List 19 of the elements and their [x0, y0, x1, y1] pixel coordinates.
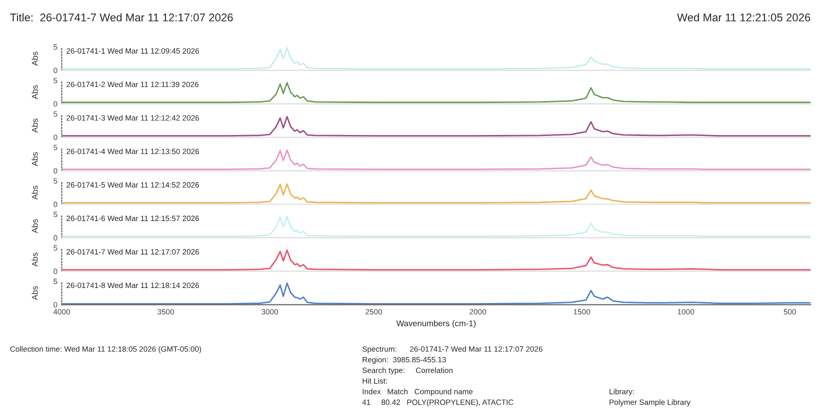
- line-series: [62, 183, 811, 204]
- y-axis-title: Abs: [32, 252, 38, 267]
- line-series: [62, 82, 811, 104]
- y-axis-title: Abs: [32, 152, 38, 166]
- y-axis-title: Abs: [32, 85, 38, 100]
- line-series: [62, 149, 811, 170]
- line-series: [62, 282, 811, 304]
- chart-subtitle: Wed Mar 11 12:21:05 2026: [677, 13, 810, 22]
- line-series: [62, 249, 811, 271]
- line-series: [62, 47, 811, 70]
- x-axis-title: Wavenumbers (cm-1): [396, 320, 476, 328]
- y-axis-title: Abs: [32, 219, 38, 234]
- y-axis-title: Abs: [32, 286, 38, 300]
- y-axis-title: Abs: [32, 118, 38, 133]
- y-axis-title: Abs: [32, 186, 38, 200]
- line-series: [62, 116, 811, 137]
- chart-title: Title: 26-01741-7 Wed Mar 11 12:17:07 2026: [10, 13, 233, 22]
- line-series: [62, 216, 811, 238]
- y-axis-title: Abs: [32, 52, 38, 66]
